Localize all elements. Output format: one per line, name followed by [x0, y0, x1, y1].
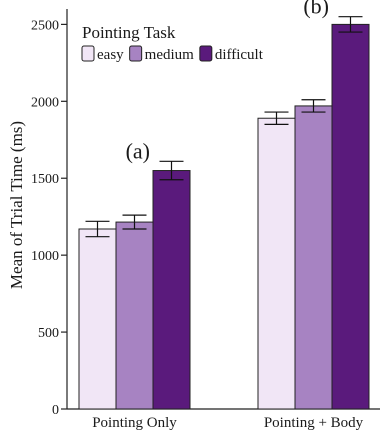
annotation-a: (a) — [126, 138, 150, 163]
error-bars — [85, 16, 363, 238]
x-tick-labels: Pointing Only Pointing + Body — [92, 415, 363, 431]
legend-label-easy: easy — [97, 47, 124, 63]
error-bar-pointing-only-difficult — [159, 160, 184, 181]
y-tick-label: 1500 — [31, 172, 59, 187]
y-axis-label: Mean of Trial Time (ms) — [7, 121, 26, 289]
y-tick-label: 500 — [38, 326, 59, 341]
legend: Pointing Task easy medium difficult — [81, 23, 264, 63]
legend-label-difficult: difficult — [215, 47, 264, 63]
annotation-b: (b) — [303, 0, 329, 19]
error-bar-pointing-body-easy — [264, 111, 289, 125]
y-tick-label: 2500 — [31, 18, 59, 33]
y-tick-label: 1000 — [31, 249, 59, 264]
bar-pointing-body-medium — [294, 105, 333, 410]
bar-pointing-only-easy — [78, 228, 117, 410]
legend-label-medium: medium — [145, 47, 194, 63]
error-bar-pointing-only-easy — [85, 220, 110, 238]
axes: 0 500 1000 1500 2000 2500 — [31, 9, 380, 418]
error-bar-pointing-body-medium — [301, 99, 326, 113]
bars — [78, 23, 370, 410]
legend-swatch-easy — [81, 45, 95, 62]
x-tick-label: Pointing Only — [92, 415, 177, 431]
legend-swatch-difficult — [199, 45, 213, 62]
error-bar-pointing-body-difficult — [338, 16, 363, 33]
bar-pointing-body-difficult — [331, 23, 370, 410]
legend-title: Pointing Task — [82, 23, 176, 42]
legend-swatch-medium — [129, 45, 143, 62]
y-tick-label: 2000 — [31, 95, 59, 110]
bar-pointing-body-easy — [257, 117, 296, 410]
bar-pointing-only-medium — [115, 221, 154, 410]
error-bar-pointing-only-medium — [122, 214, 147, 230]
y-tick-label: 0 — [52, 403, 59, 418]
annotations: (a) (b) — [126, 0, 329, 163]
bar-pointing-only-difficult — [152, 170, 191, 410]
x-tick-label: Pointing + Body — [264, 415, 364, 431]
